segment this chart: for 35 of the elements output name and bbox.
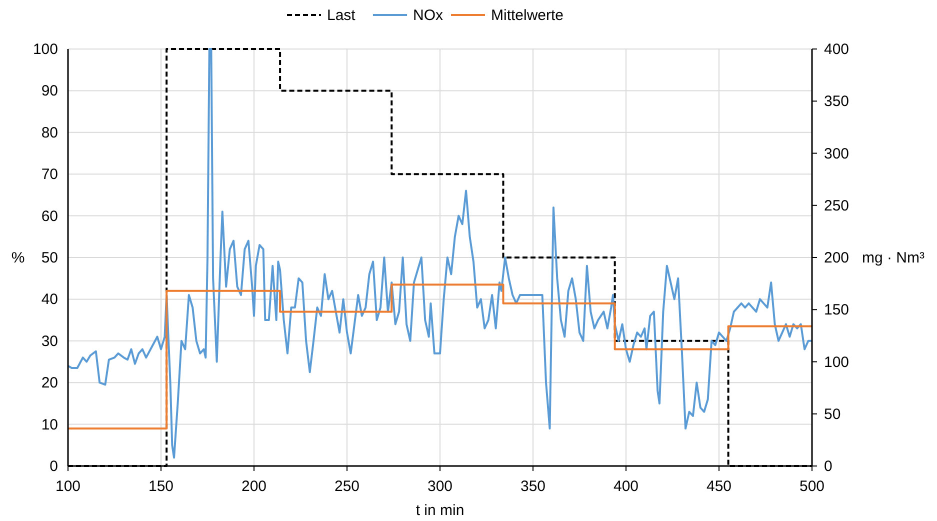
y2-tick-label: 150 [824,302,850,319]
x-tick-label: 350 [520,478,546,495]
y2-tick-label: 50 [824,406,841,423]
y-tick-label: 20 [41,374,58,392]
y-tick-label: 0 [50,458,58,475]
x-tick-label: 200 [241,478,267,495]
y-tick-label: 10 [41,416,58,434]
y2-axis-title: mg · Nm³ [862,250,924,266]
y-tick-label: 90 [41,82,58,100]
x-axis-title: t in min [416,502,464,519]
y2-tick-label: 350 [824,93,850,110]
x-tick-label: 450 [706,478,732,495]
y-tick-label: 80 [41,124,58,142]
x-tick-label: 500 [799,478,825,495]
y-tick-label: 70 [41,166,58,184]
y-tick-label: 100 [32,41,58,58]
y-tick-label: 60 [41,208,58,225]
y2-tick-label: 200 [824,250,850,266]
y2-tick-label: 0 [824,458,832,475]
y-tick-label: 50 [41,250,58,266]
y-tick-label: 40 [41,291,58,308]
y2-tick-label: 100 [824,354,850,371]
x-tick-label: 100 [55,478,81,495]
y2-tick-label: 250 [824,197,850,214]
x-tick-label: 250 [334,478,360,495]
y-tick-label: 30 [41,332,58,350]
y-axis-title: % [11,250,25,266]
legend-label: Last [327,7,356,24]
y2-tick-label: 400 [824,41,850,58]
legend-label: Mittelwerte [491,7,564,24]
x-tick-label: 300 [427,478,453,495]
y2-tick-label: 300 [824,145,850,162]
x-tick-label: 150 [148,478,174,495]
legend-label: NOx [413,7,444,24]
x-tick-label: 400 [613,478,639,495]
